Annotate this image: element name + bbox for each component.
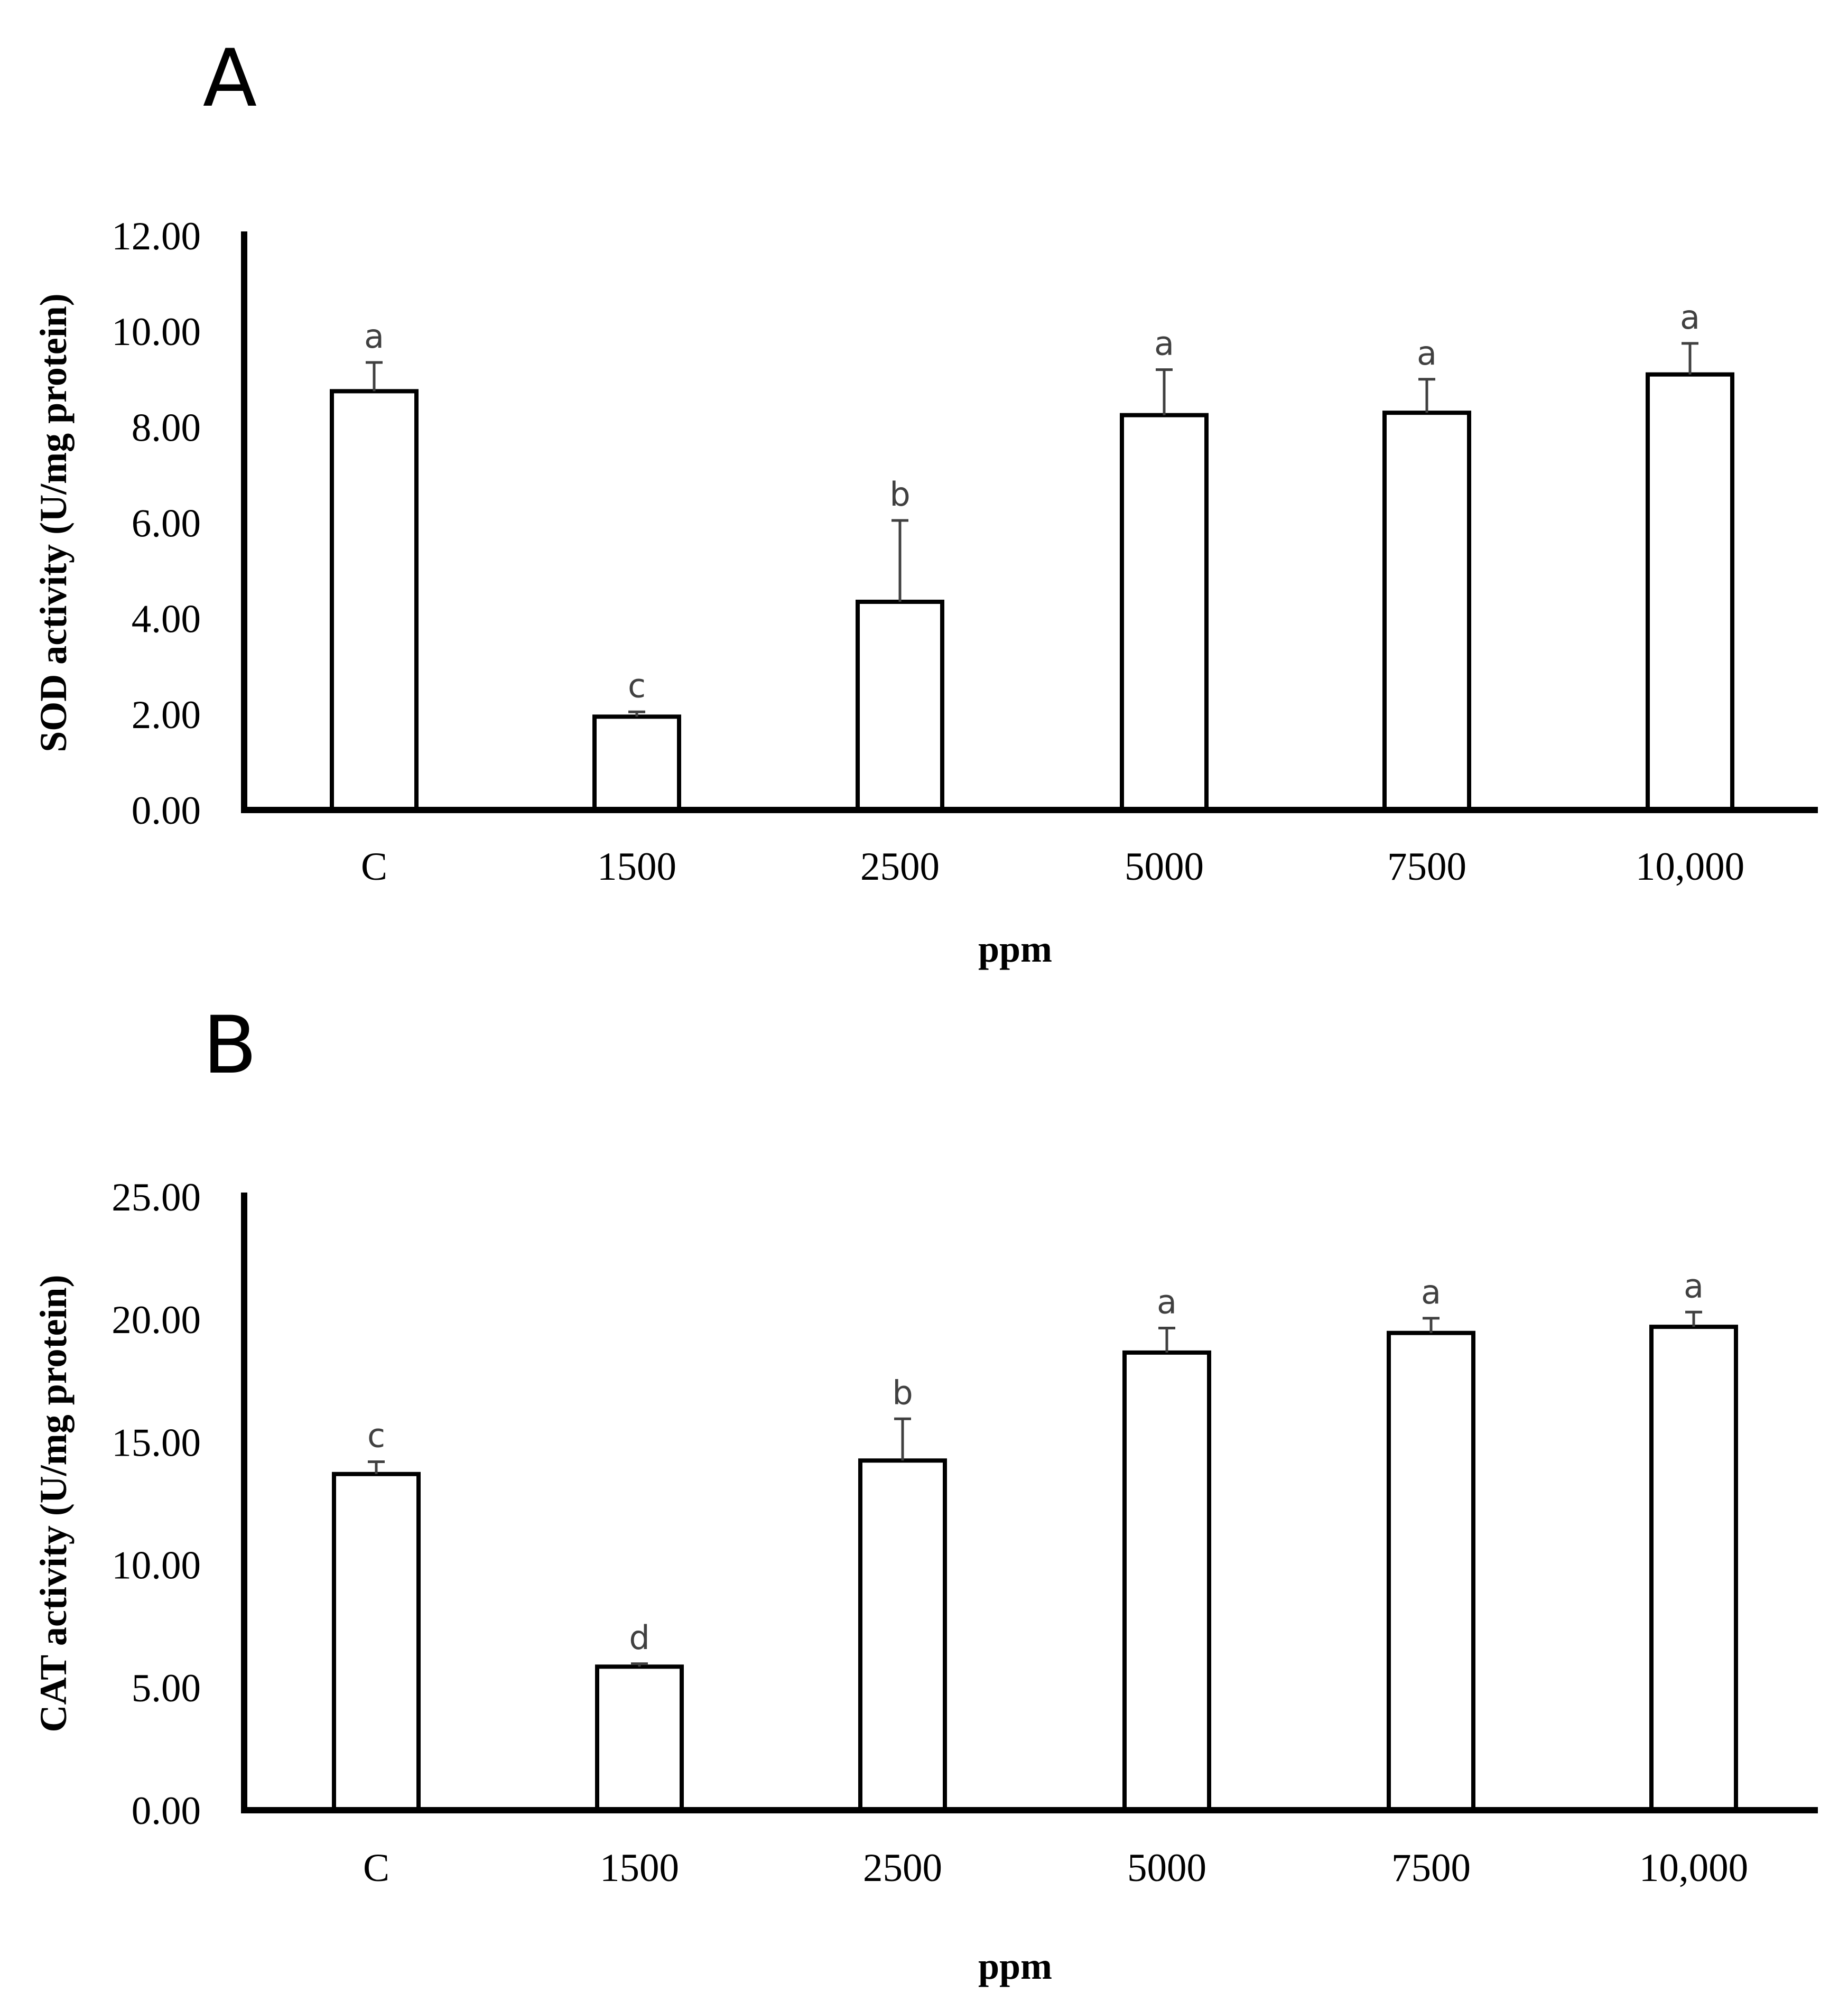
bar (592, 714, 681, 813)
bar (595, 1664, 684, 1812)
significance-label: a (1154, 324, 1174, 363)
significance-label: a (1157, 1282, 1177, 1321)
x-tick-label: 5000 (1125, 845, 1204, 889)
x-tick-label: 10,000 (1636, 845, 1744, 889)
bar (330, 389, 419, 812)
significance-label: c (367, 1417, 385, 1455)
y-tick-label: 25.00 (112, 1176, 201, 1219)
y-tick-label: 10.00 (112, 1544, 201, 1588)
bar (856, 599, 944, 813)
significance-label: c (628, 666, 646, 705)
significance-label: a (1684, 1267, 1704, 1305)
bar (1382, 411, 1471, 812)
significance-label: b (889, 475, 910, 514)
panel-a: Aa Cc 1500 b 2500 a 5000 a 7500 a 10,000 0.00 2.00 4.… (32, 33, 1818, 970)
x-tick-label: 2500 (863, 1846, 942, 1890)
panel-label: A (203, 33, 257, 125)
y-tick-label: 20.00 (112, 1298, 201, 1342)
x-axis-title: ppm (978, 1945, 1052, 1987)
significance-label: b (892, 1373, 913, 1412)
y-tick-label: 5.00 (132, 1666, 201, 1710)
y-tick-label: 10.00 (112, 310, 201, 354)
panel-b: Bc Cd 1500 b 2500 a 5000 a 7500 a 10,000 0.00 5.00 10… (32, 1000, 1818, 1987)
x-tick-label: 5000 (1127, 1846, 1206, 1890)
bar (1649, 1325, 1738, 1813)
x-tick-label: C (361, 845, 387, 889)
significance-label: a (1680, 298, 1700, 337)
significance-label: a (1417, 334, 1437, 373)
panel-label: B (203, 1000, 257, 1092)
y-axis-title: CAT activity (U/mg protein) (32, 1275, 75, 1733)
y-tick-label: 2.00 (132, 693, 201, 737)
bar (858, 1458, 947, 1812)
x-tick-label: 1500 (597, 845, 676, 889)
y-tick-label: 12.00 (112, 215, 201, 258)
x-tick-label: 7500 (1391, 1846, 1471, 1890)
significance-label: d (629, 1618, 649, 1657)
x-tick-label: 1500 (600, 1846, 679, 1890)
y-tick-label: 6.00 (132, 502, 201, 546)
bar (332, 1472, 421, 1812)
y-axis-title: SOD activity (U/mg protein) (32, 293, 75, 752)
x-tick-label: 2500 (860, 845, 940, 889)
bar (1120, 413, 1209, 812)
y-tick-label: 4.00 (132, 598, 201, 641)
significance-label: a (364, 317, 384, 356)
x-axis-title: ppm (978, 928, 1052, 970)
y-tick-label: 0.00 (132, 1789, 201, 1833)
x-tick-label: C (363, 1846, 389, 1890)
y-tick-label: 15.00 (112, 1421, 201, 1465)
bar (1387, 1330, 1475, 1812)
significance-label: a (1421, 1273, 1441, 1311)
y-tick-label: 0.00 (132, 789, 201, 833)
bar (1122, 1350, 1211, 1813)
bar (1646, 372, 1734, 812)
x-tick-label: 7500 (1387, 845, 1466, 889)
x-tick-label: 10,000 (1639, 1846, 1748, 1890)
y-tick-label: 8.00 (132, 406, 201, 450)
